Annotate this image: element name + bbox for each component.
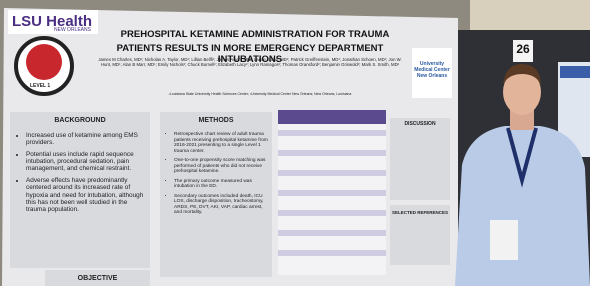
affiliations: ¹Louisiana State University Health Scien… [140, 92, 380, 96]
section-heading: METHODS [160, 117, 272, 125]
bullets: Retrospective chart review of adult trau… [164, 132, 268, 216]
section-heading: SELECTED REFERENCES [390, 210, 450, 215]
table-row [278, 230, 386, 236]
bullet: Retrospective chart review of adult trau… [174, 132, 268, 154]
shirt [455, 126, 590, 286]
bullet: Adverse effects have predominantly cente… [26, 177, 146, 214]
bullet: One-to-one propensity score matching was… [174, 158, 268, 175]
discussion-box [390, 118, 450, 200]
table-row [278, 210, 386, 216]
table-row [278, 150, 386, 156]
table-row [278, 190, 386, 196]
section-heading: OBJECTIVE [45, 275, 150, 283]
photo: LSU Health NEW ORLEANS LEVEL 1 PREHOSPIT… [0, 0, 590, 286]
bullet: Increased use of ketamine among EMS prov… [26, 132, 146, 147]
neighbor-header [560, 66, 590, 78]
badge-text: LEVEL 1 [30, 84, 50, 90]
authors: James M Charles, MD¹; Nicholas A. Taylor… [95, 58, 405, 68]
table-header [278, 110, 386, 124]
booth-number: 26 [513, 43, 533, 57]
section-heading: DISCUSSION [390, 122, 450, 128]
right-logo: University Medical Center New Orleans [414, 62, 450, 79]
logo-sub: NEW ORLEANS [54, 28, 91, 34]
id-badge [490, 220, 518, 260]
badge-center [26, 44, 62, 80]
bullet: Potential uses include rapid sequence in… [26, 151, 146, 173]
bullet-list: Increased use of ketamine among EMS prov… [16, 132, 146, 218]
title: PREHOSPITAL KETAMINE ADMINISTRATION FOR … [110, 30, 400, 41]
bullet-list: Retrospective chart review of adult trau… [164, 132, 268, 220]
table-row [278, 170, 386, 176]
table-row [278, 130, 386, 136]
table-row [278, 250, 386, 256]
bullets: Increased use of ketamine among EMS prov… [16, 132, 146, 214]
bullet: The primary outcome measured was intubat… [174, 179, 268, 190]
bullet: Secondary outcomes included death, ICU L… [174, 194, 268, 216]
section-heading: BACKGROUND [10, 117, 150, 125]
